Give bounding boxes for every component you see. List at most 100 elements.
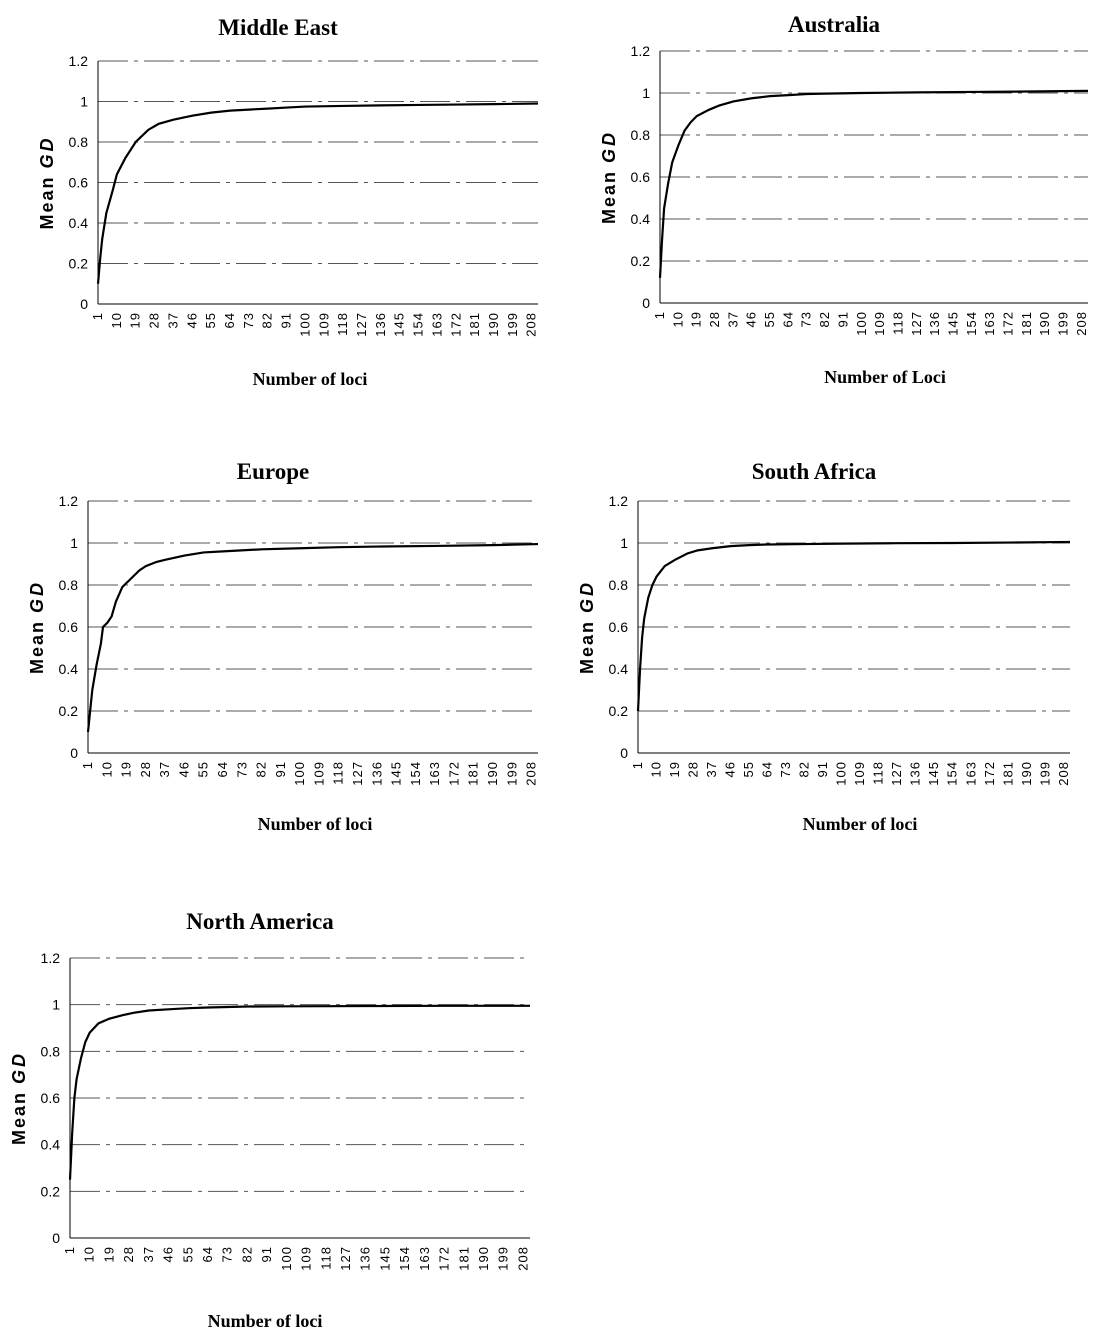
x-tick-label: 82: [260, 312, 275, 328]
x-tick-label: 91: [279, 312, 294, 328]
x-tick-label: 181: [1019, 311, 1034, 336]
x-tick-label: 64: [222, 312, 237, 328]
y-tick-label: 0.6: [609, 619, 629, 635]
x-tick-label: 46: [744, 311, 759, 327]
x-tick-label: 46: [176, 761, 191, 777]
x-tick-label: 1: [90, 312, 105, 320]
chart-title: South Africa: [752, 459, 877, 484]
x-tick-label: 172: [448, 312, 463, 337]
x-tick-label: 199: [504, 761, 519, 786]
x-tick-label: 10: [649, 761, 664, 777]
y-tick-label: 0.2: [609, 703, 629, 719]
y-tick-label: 0.6: [631, 169, 651, 185]
y-tick-label: 0.8: [609, 577, 629, 593]
y-axis-label-italic: GD: [9, 1051, 29, 1084]
chart-panel-1: Middle East 0 0.2 0.4 0.6 0.8 1 1.2 1 10 19 28 37 46 5…: [37, 15, 539, 389]
y-axis-label-prefix: Mean: [9, 1084, 29, 1145]
chart-panel-3: Europe 0 0.2 0.4 0.6 0.8 1 1.2 1 10 19 28 37 46 55 64 73…: [27, 459, 539, 834]
x-tick-label: 82: [239, 1246, 254, 1262]
x-tick-label: 10: [109, 312, 124, 328]
y-axis-label: Mean GD: [27, 580, 47, 674]
y-tick-label: 1: [620, 535, 628, 551]
y-tick-label: 0.2: [69, 256, 89, 272]
chart-title: Australia: [788, 12, 881, 37]
x-tick-label: 46: [161, 1246, 176, 1262]
y-axis-label-prefix: Mean: [599, 163, 619, 224]
x-tick-label: 37: [165, 312, 180, 328]
y-axis-label: Mean GD: [9, 1051, 29, 1145]
y-axis-label: Mean GD: [37, 135, 57, 229]
x-tick-label: 199: [505, 312, 520, 337]
y-axis-label-prefix: Mean: [37, 168, 57, 229]
x-tick-label: 19: [689, 311, 704, 327]
x-tick-label: 118: [335, 312, 350, 336]
x-tick-label: 136: [373, 312, 388, 337]
x-tick-label: 64: [780, 311, 795, 327]
series-line-1: [636, 540, 1071, 712]
x-tick-label: 82: [254, 761, 269, 777]
y-tick-label: 1.2: [41, 950, 61, 966]
x-tick-label: 136: [358, 1246, 373, 1271]
y-tick-label: 1: [52, 997, 60, 1013]
x-tick-label: 190: [1019, 761, 1034, 786]
x-tick-label: 127: [338, 1246, 353, 1271]
y-tick-label: 0.8: [69, 134, 89, 150]
y-axis-label: Mean GD: [577, 580, 597, 674]
y-tick-label: 0.6: [41, 1090, 61, 1106]
x-tick-label: 73: [241, 312, 256, 328]
x-tick-label: 118: [318, 1246, 333, 1270]
x-tick-label: 82: [817, 311, 832, 327]
x-tick-label: 118: [890, 311, 905, 335]
x-tick-label: 109: [872, 311, 887, 336]
y-tick-label: 0.8: [59, 577, 79, 593]
x-tick-label: 100: [292, 761, 307, 786]
x-tick-label: 145: [945, 311, 960, 336]
x-tick-label: 208: [524, 312, 539, 337]
y-tick-label: 0.2: [41, 1183, 61, 1199]
x-tick-label: 64: [760, 761, 775, 777]
x-tick-label: 190: [485, 761, 500, 786]
x-tick-label: 73: [234, 761, 249, 777]
y-tick-label: 0.4: [59, 661, 79, 677]
x-tick-label: 208: [515, 1246, 530, 1271]
x-tick-label: 1: [630, 761, 645, 769]
y-tick-label: 0.4: [631, 211, 651, 227]
x-tick-label: 190: [1037, 311, 1052, 336]
x-tick-label: 127: [354, 312, 369, 337]
y-tick-label: 0.4: [609, 661, 629, 677]
y-tick-label: 0: [52, 1230, 60, 1246]
y-axis-label-italic: GD: [27, 580, 47, 613]
x-tick-label: 208: [1056, 761, 1071, 786]
y-tick-label: 1.2: [631, 43, 651, 59]
x-tick-label: 136: [908, 761, 923, 786]
y-tick-label: 1.2: [69, 53, 89, 69]
x-tick-label: 181: [456, 1246, 471, 1271]
x-tick-label: 55: [741, 761, 756, 777]
x-tick-label: 127: [350, 761, 365, 786]
y-axis-label-italic: GD: [599, 130, 619, 163]
x-tick-label: 1: [80, 761, 95, 769]
x-tick-label: 91: [273, 761, 288, 777]
x-tick-label: 37: [157, 761, 172, 777]
x-tick-label: 208: [524, 761, 539, 786]
x-tick-label: 154: [945, 761, 960, 786]
x-tick-label: 181: [466, 761, 481, 786]
x-tick-label: 118: [871, 761, 886, 785]
x-tick-label: 127: [889, 761, 904, 786]
x-tick-label: 19: [667, 761, 682, 777]
x-tick-label: 109: [316, 312, 331, 337]
chart-title: North America: [186, 909, 334, 934]
x-axis-label: Number of loci: [803, 814, 918, 834]
x-tick-label: 19: [119, 761, 134, 777]
x-tick-label: 163: [429, 312, 444, 337]
y-tick-label: 0: [80, 296, 88, 312]
y-tick-label: 0.4: [69, 215, 89, 231]
y-tick-label: 0: [70, 745, 78, 761]
y-axis-label-prefix: Mean: [27, 613, 47, 674]
y-tick-label: 0.8: [41, 1043, 61, 1059]
chart-title: Middle East: [218, 15, 338, 40]
x-tick-label: 127: [909, 311, 924, 336]
x-tick-label: 91: [259, 1246, 274, 1262]
x-tick-label: 73: [220, 1246, 235, 1262]
